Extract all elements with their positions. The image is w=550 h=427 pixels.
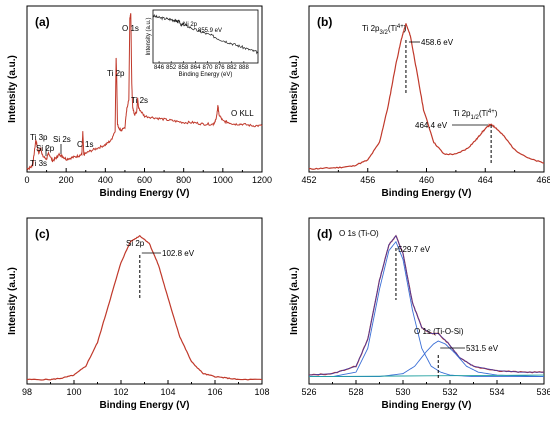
peak-label-sup: 4+	[397, 24, 404, 30]
inset-spectrum-line	[152, 13, 259, 55]
inset-x-tick-label: 852	[166, 65, 177, 71]
x-axis-label: Binding Energy (V)	[100, 400, 190, 411]
peak-label-sub: 3/2	[380, 30, 389, 36]
peak-label-close: )	[404, 24, 407, 33]
x-tick-label: 800	[176, 175, 191, 185]
peak-annotation: Si 2s	[53, 135, 71, 144]
x-axis-label: Binding Energy (V)	[100, 188, 190, 199]
peak-label-ion: (Ti	[479, 109, 488, 118]
x-tick-label: 468	[536, 175, 550, 185]
peak-label: Si 2p	[126, 239, 145, 248]
peak-annotation: Ti 2s	[131, 96, 148, 105]
baseline-line	[308, 374, 545, 378]
plot-frame	[308, 217, 545, 385]
x-tick-label: 0	[24, 175, 29, 185]
x-tick-label: 1200	[252, 175, 272, 185]
peak-label-main: Ti 2p	[453, 109, 471, 118]
spectrum-line	[308, 234, 545, 376]
x-tick-label: 526	[301, 387, 316, 397]
inset-x-tick-label: 846	[154, 65, 165, 71]
inset-chart: 846 852 858 864 870 876 882 888 Binding Energy (…	[146, 9, 259, 78]
peak-annotation: C 1s	[77, 140, 93, 149]
inset-x-tick-label: 870	[203, 65, 214, 71]
panel-c: 98 100 102 104 106 108 Binding Energy (V) Inten…	[7, 217, 270, 411]
panel-label: (a)	[35, 15, 50, 29]
inset-peak-value: 855.9 eV	[198, 28, 222, 34]
peak-label: Ti 2p3/2(Ti4+)	[362, 24, 407, 36]
x-tick-label: 106	[207, 387, 222, 397]
x-tick-label: 1000	[213, 175, 233, 185]
panel-a: 0 200 400 600 800 1000 1200 Binding Energy (V) I…	[7, 5, 272, 199]
x-tick-label: 534	[489, 387, 504, 397]
peak-annotation: O KLL	[231, 109, 254, 118]
panel-label: (c)	[35, 227, 50, 241]
x-tick-label: 456	[360, 175, 375, 185]
inset-frame	[152, 9, 259, 64]
x-tick-label: 532	[442, 387, 457, 397]
x-tick-label: 104	[160, 387, 175, 397]
y-axis-label: Intensity (a.u.)	[7, 55, 18, 123]
inset-peak-annotation: Ni 2p	[183, 22, 198, 28]
peak-label-ion: (Ti	[388, 24, 397, 33]
peak-value: 531.5 eV	[466, 344, 499, 353]
panel-label: (d)	[317, 227, 332, 241]
peak-annotation: Ti 2p	[107, 69, 125, 78]
peak-value: 464.4 eV	[415, 121, 448, 130]
peak-label-sub: 1/2	[471, 115, 480, 121]
x-tick-label: 100	[66, 387, 81, 397]
peak-value: 102.8 eV	[162, 249, 195, 258]
x-tick-label: 536	[536, 387, 550, 397]
peak-label: Ti 2p1/2(Ti4+)	[453, 109, 498, 121]
fit-envelope-line	[308, 234, 544, 376]
peak-label-main: Ti 2p	[362, 24, 380, 33]
inset-x-tick-label: 858	[178, 65, 189, 71]
inset-x-tick-label: 864	[190, 65, 201, 71]
peak-annotation: Si 2p	[36, 144, 55, 153]
peak-annotation: Ti 3s	[30, 159, 47, 168]
x-tick-label: 102	[113, 387, 128, 397]
inset-x-tick-label: 888	[239, 65, 250, 71]
fit-component-ti-o	[309, 240, 544, 378]
x-tick-label: 464	[478, 175, 493, 185]
peak-annotation: Ti 3p	[30, 133, 48, 142]
x-tick-label: 600	[137, 175, 152, 185]
x-tick-label: 530	[395, 387, 410, 397]
peak-label: O 1s (Ti-O)	[339, 229, 379, 238]
inset-x-axis-label: Binding Energy (eV)	[179, 72, 233, 78]
peak-annotation: O 1s	[122, 24, 139, 33]
y-axis-label: Intensity (a.u.)	[7, 267, 18, 335]
x-tick-label: 108	[254, 387, 269, 397]
fit-component-ti-o-si	[309, 340, 545, 378]
inset-x-tick-label: 876	[215, 65, 226, 71]
spectrum-line	[308, 23, 545, 170]
x-axis-label: Binding Energy (V)	[382, 188, 472, 199]
y-axis-label: Intensity (a.u.)	[289, 55, 300, 123]
x-axis-label: Binding Energy (V)	[382, 400, 472, 411]
y-axis-label: Intensity (a.u.)	[289, 267, 300, 335]
peak-label-sup: 4+	[488, 109, 495, 115]
x-tick-label: 98	[22, 387, 32, 397]
peak-value: 458.6 eV	[421, 38, 454, 47]
peak-label-close: )	[495, 109, 498, 118]
x-tick-label: 400	[98, 175, 113, 185]
spectrum-line	[26, 13, 263, 171]
spectrum-line	[26, 234, 263, 381]
x-tick-label: 452	[301, 175, 316, 185]
peak-label: O 1s (Ti-O-Si)	[414, 327, 464, 336]
panel-label: (b)	[317, 15, 332, 29]
panel-d: 526 528 530 532 534 536 Binding Energy (V) Inte…	[289, 217, 550, 411]
inset-x-tick-label: 882	[227, 65, 238, 71]
panel-b: 452 456 460 464 468 Binding Energy (V) Intensi…	[289, 5, 550, 199]
x-tick-label: 528	[348, 387, 363, 397]
inset-y-axis-label: Intensity (a.u.)	[146, 17, 152, 55]
x-tick-label: 460	[419, 175, 434, 185]
peak-value: 529.7 eV	[398, 245, 431, 254]
x-tick-label: 200	[59, 175, 74, 185]
plot-frame	[26, 217, 263, 385]
plot-frame	[308, 5, 545, 173]
